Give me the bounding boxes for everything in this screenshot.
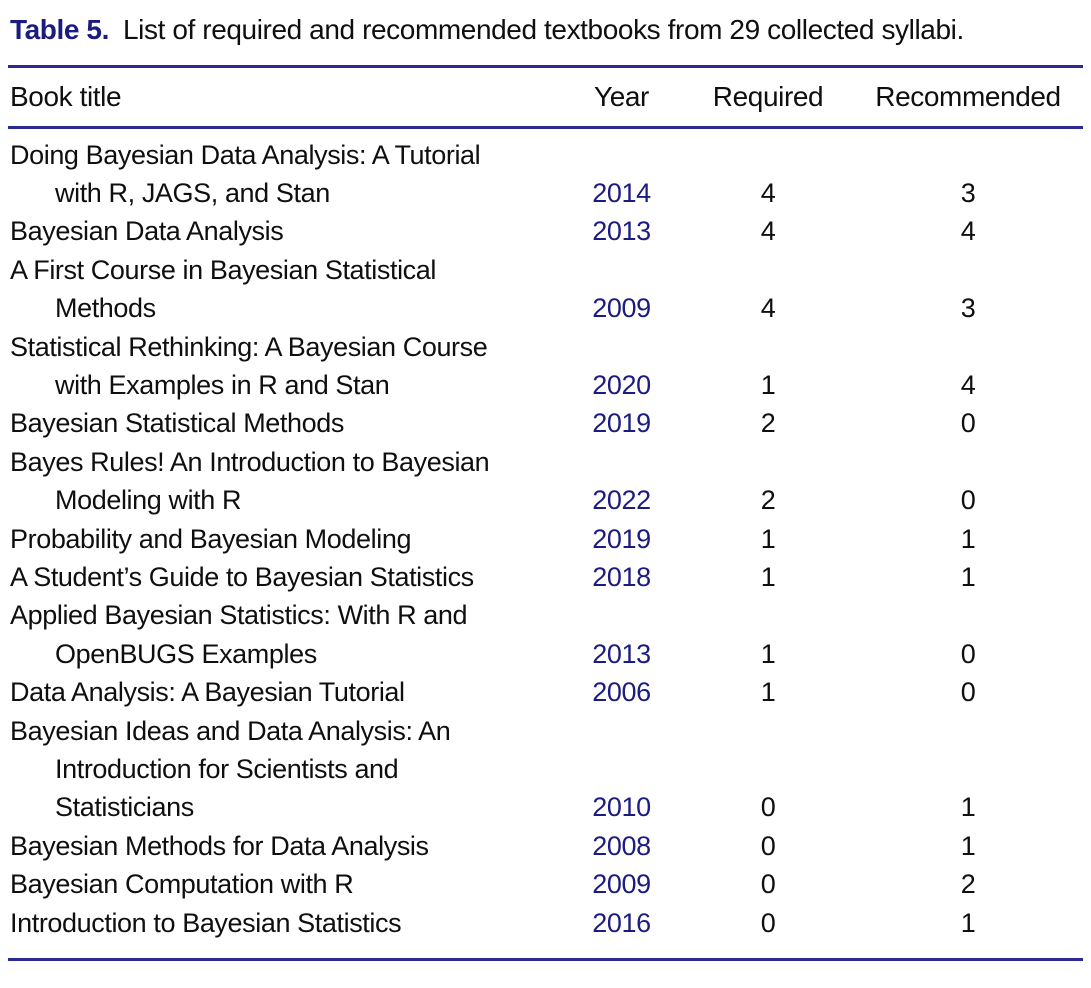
recommended-value: 1 — [960, 907, 976, 938]
table-row-line: with Examples in R and Stan 2020 1 4 — [8, 366, 1083, 404]
book-title-continuation: with R, JAGS, and Stan — [55, 178, 330, 209]
book-title: Bayesian Computation with R — [10, 869, 354, 900]
table-row-line: Introduction for Scientists and — [8, 750, 1083, 788]
year-value: 2016 — [592, 907, 651, 938]
required-value: 4 — [760, 293, 776, 324]
book-title: Bayesian Data Analysis — [10, 216, 284, 247]
table-bottom-rule — [8, 958, 1083, 962]
required-value: 0 — [760, 869, 776, 900]
recommended-value: 0 — [960, 485, 976, 516]
table-caption: Table 5. List of required and recommended… — [8, 8, 1083, 52]
table-row-line: A Student’s Guide to Bayesian Statistics… — [8, 558, 1083, 596]
required-value: 1 — [760, 561, 776, 592]
book-title-continuation: with Examples in R and Stan — [55, 370, 390, 401]
book-title: Doing Bayesian Data Analysis: A Tutorial — [10, 139, 481, 170]
required-value: 4 — [760, 216, 776, 247]
table-row-line: Bayesian Ideas and Data Analysis: An — [8, 712, 1083, 750]
year-value: 2009 — [592, 293, 651, 324]
book-title: Probability and Bayesian Modeling — [10, 523, 412, 554]
recommended-value: 3 — [960, 178, 976, 209]
column-header-year: Year — [594, 81, 649, 112]
table-top-rule — [8, 65, 1083, 68]
table-row-line: Introduction to Bayesian Statistics 2016 0… — [8, 904, 1083, 942]
required-value: 1 — [760, 638, 776, 669]
year-value: 2009 — [592, 869, 651, 900]
recommended-value: 0 — [960, 677, 976, 708]
year-value: 2018 — [592, 561, 651, 592]
table-caption-text: List of required and recommended textboo… — [122, 14, 964, 45]
year-value: 2019 — [592, 408, 651, 439]
column-header-book-title: Book title — [10, 81, 122, 112]
table-row-line: Bayesian Computation with R 2009 0 2 — [8, 865, 1083, 903]
recommended-value: 1 — [960, 792, 976, 823]
table-row-line: Statisticians 2010 0 1 — [8, 789, 1083, 827]
book-title: Applied Bayesian Statistics: With R and — [10, 600, 468, 631]
recommended-value: 1 — [960, 523, 976, 554]
paper-table-figure: Table 5. List of required and recommended… — [8, 8, 1083, 962]
required-value: 0 — [760, 830, 776, 861]
table-row-line: with R, JAGS, and Stan 2014 4 3 — [8, 174, 1083, 212]
book-title: Data Analysis: A Bayesian Tutorial — [10, 677, 405, 708]
table-row-line: Doing Bayesian Data Analysis: A Tutorial — [8, 136, 1083, 174]
table-row-line: Modeling with R 2022 2 0 — [8, 482, 1083, 520]
table-row-line: OpenBUGS Examples 2013 1 0 — [8, 635, 1083, 673]
book-title-continuation: Modeling with R — [55, 485, 242, 516]
required-value: 2 — [760, 485, 776, 516]
recommended-value: 4 — [960, 370, 976, 401]
table-row-line: Probability and Bayesian Modeling 2019 1 1 — [8, 520, 1083, 558]
year-value: 2019 — [592, 523, 651, 554]
table-row-line: Bayesian Statistical Methods 2019 2 0 — [8, 405, 1083, 443]
recommended-value: 0 — [960, 638, 976, 669]
required-value: 4 — [760, 178, 776, 209]
recommended-value: 0 — [960, 408, 976, 439]
table-row-line: Applied Bayesian Statistics: With R and — [8, 597, 1083, 635]
column-header-required: Required — [712, 81, 824, 112]
book-title: Bayesian Methods for Data Analysis — [10, 830, 429, 861]
year-value: 2022 — [592, 485, 651, 516]
book-title-continuation: Statisticians — [55, 792, 194, 823]
table-body: Doing Bayesian Data Analysis: A Tutorial… — [8, 129, 1083, 958]
book-title-continuation: Introduction for Scientists and — [55, 753, 399, 784]
book-title: Bayesian Ideas and Data Analysis: An — [10, 715, 451, 746]
year-value: 2014 — [592, 178, 651, 209]
table-row-line: Bayesian Methods for Data Analysis 2008 0 1 — [8, 827, 1083, 865]
required-value: 1 — [760, 370, 776, 401]
year-value: 2008 — [592, 830, 651, 861]
required-value: 0 — [760, 792, 776, 823]
book-title: A Student’s Guide to Bayesian Statistics — [10, 561, 474, 592]
recommended-value: 3 — [960, 293, 976, 324]
book-title-continuation: OpenBUGS Examples — [55, 638, 317, 669]
required-value: 1 — [760, 677, 776, 708]
recommended-value: 2 — [960, 869, 976, 900]
table-row-line: Bayesian Data Analysis 2013 4 4 — [8, 213, 1083, 251]
required-value: 0 — [760, 907, 776, 938]
column-header-recommended: Recommended — [875, 81, 1061, 112]
required-value: 2 — [760, 408, 776, 439]
year-value: 2006 — [592, 677, 651, 708]
year-value: 2013 — [592, 216, 651, 247]
recommended-value: 4 — [960, 216, 976, 247]
recommended-value: 1 — [960, 830, 976, 861]
table-header-rule — [8, 126, 1083, 129]
table-row-line: Bayes Rules! An Introduction to Bayesian — [8, 443, 1083, 481]
table-row-line: Methods 2009 4 3 — [8, 290, 1083, 328]
book-title: Bayesian Statistical Methods — [10, 408, 344, 439]
table-row-line: Data Analysis: A Bayesian Tutorial 2006 1 0 — [8, 673, 1083, 711]
book-title: Introduction to Bayesian Statistics — [10, 907, 402, 938]
book-title-continuation: Methods — [55, 293, 156, 324]
book-title: A First Course in Bayesian Statistical — [10, 254, 436, 285]
table-caption-label: Table 5. — [10, 14, 109, 45]
table-header-row: Book title Year Required Recommended — [8, 68, 1083, 126]
book-title: Bayes Rules! An Introduction to Bayesian — [10, 446, 490, 477]
required-value: 1 — [760, 523, 776, 554]
recommended-value: 1 — [960, 561, 976, 592]
table-row-line: A First Course in Bayesian Statistical — [8, 251, 1083, 289]
book-title: Statistical Rethinking: A Bayesian Cours… — [10, 331, 488, 362]
table-row-line: Statistical Rethinking: A Bayesian Cours… — [8, 328, 1083, 366]
year-value: 2010 — [592, 792, 651, 823]
year-value: 2020 — [592, 370, 651, 401]
year-value: 2013 — [592, 638, 651, 669]
